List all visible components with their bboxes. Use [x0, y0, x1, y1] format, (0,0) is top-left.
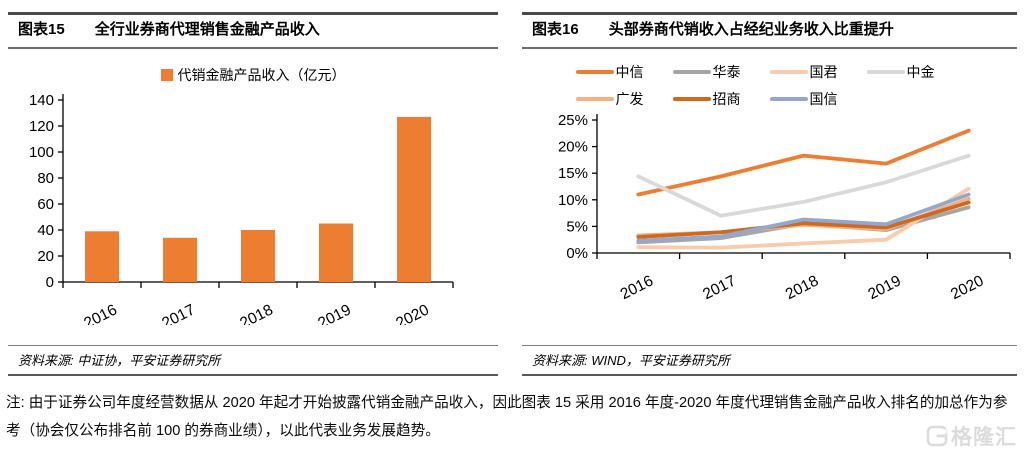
legend-item-广发: 广发: [575, 89, 673, 109]
legend-line-swatch-icon: [575, 96, 614, 101]
bar-legend-label: 代销金融产品收入（亿元）: [177, 66, 346, 83]
figure-15-title: 图表15 全行业券商代理销售金融产品收入: [8, 12, 498, 49]
figure-15-heading: 全行业券商代理销售金融产品收入: [94, 21, 320, 38]
figure-16-legend: 中信 华泰 国君 中金广发 招商 国信: [522, 62, 1017, 109]
figure-15-legend: 代销金融产品收入（亿元）: [8, 65, 498, 85]
x-category-label: 2016: [618, 272, 656, 303]
figure-16-title: 图表16 头部券商代销收入占经纪业务收入比重提升: [522, 12, 1017, 49]
legend-item-国信: 国信: [769, 89, 867, 109]
x-category-label: 2018: [783, 272, 821, 303]
y-tick-label: 10%: [558, 192, 588, 209]
y-tick-label: 100: [29, 144, 54, 161]
series-line-招商: [636, 200, 971, 239]
y-tick-label: 20: [37, 248, 54, 265]
figure-15-number: 图表15: [18, 21, 65, 38]
y-tick-label: 15%: [558, 165, 588, 182]
y-tick-label: 140: [29, 92, 54, 109]
figure-16-heading: 头部券商代销收入占经纪业务收入比重提升: [608, 21, 894, 38]
y-tick-label: 80: [37, 170, 54, 187]
legend-line-swatch-icon: [672, 96, 711, 101]
x-category-label: 2020: [948, 272, 987, 303]
bar-chart-svg: 0 20 40 60 80 100 120 140 2016 2017 2018 2019 2020: [29, 92, 454, 332]
x-category-label: 2019: [865, 272, 903, 303]
x-category-label: 2018: [237, 301, 275, 325]
series-line-中信: [636, 128, 971, 197]
legend-line-swatch-icon: [769, 96, 808, 101]
series-line-中金: [636, 153, 971, 218]
legend-item-招商: 招商: [672, 89, 770, 109]
legend-item-华泰: 华泰: [672, 62, 770, 82]
bar-legend-swatch-icon: [160, 68, 173, 81]
line-chart-svg: 0% 5% 10% 15% 20% 25% 2016 2017 2018 2019 2020: [558, 112, 1011, 303]
figure-16-panel: 图表16 头部券商代销收入占经纪业务收入比重提升 中信 华泰 国君 中金广发 招商 国信 0…: [522, 12, 1017, 376]
bar-2020: [397, 116, 431, 282]
legend-line-swatch-icon: [672, 69, 711, 74]
figure-15-source: 资料来源: 中证协，平安证券研究所: [8, 345, 498, 376]
legend-line-swatch-icon: [769, 69, 808, 74]
y-tick-label: 0: [46, 274, 54, 291]
x-category-label: 2017: [700, 272, 738, 303]
figures-row: 图表15 全行业券商代理销售金融产品收入 代销金融产品收入（亿元） 0 20 40 60…: [8, 12, 1017, 376]
footnote: 注: 由于证券公司年度经营数据从 2020 年起才开始披露代销金融产品收入，因此…: [6, 395, 1008, 440]
figure-16-number: 图表16: [532, 21, 579, 38]
y-tick-label: 25%: [558, 112, 588, 129]
gelonghui-logo-text: 格隆汇: [951, 426, 1017, 449]
legend-item-中信: 中信: [575, 62, 673, 82]
bar-chart: 0 20 40 60 80 100 120 140 2016 2017 2018 2019 2020: [8, 85, 498, 332]
series-line-国信: [636, 192, 971, 243]
gelonghui-watermark: 格隆汇: [926, 421, 1017, 451]
legend-item-label: 中信: [615, 63, 644, 80]
x-category-label: 2019: [315, 301, 353, 325]
y-tick-label: 40: [37, 222, 54, 239]
legend-item-label: 广发: [615, 90, 644, 107]
bar-2016: [85, 231, 119, 282]
y-tick-label: 20%: [558, 138, 588, 155]
legend-item-国君: 国君: [769, 62, 867, 82]
y-tick-label: 60: [37, 196, 54, 213]
bar-2018: [241, 229, 275, 282]
y-tick-label: 0%: [566, 245, 588, 262]
x-category-label: 2020: [393, 301, 432, 325]
figure-15-panel: 图表15 全行业券商代理销售金融产品收入 代销金融产品收入（亿元） 0 20 40 60…: [8, 12, 498, 376]
legend-item-label: 国君: [809, 63, 838, 80]
bar-2017: [163, 237, 197, 282]
legend-item-label: 国信: [809, 90, 838, 107]
legend-item-label: 中金: [906, 63, 935, 80]
x-category-label: 2017: [159, 301, 197, 325]
legend-line-swatch-icon: [866, 69, 905, 74]
series-line-国君: [636, 186, 971, 250]
x-category-label: 2016: [81, 301, 119, 325]
figure-16-source: 资料来源: WIND，平安证券研究所: [522, 345, 1017, 376]
y-tick-label: 5%: [566, 218, 588, 235]
legend-line-swatch-icon: [575, 69, 614, 74]
legend-item-label: 华泰: [712, 63, 741, 80]
line-chart: 0% 5% 10% 15% 20% 25% 2016 2017 2018 2019 2020: [522, 109, 1017, 339]
bar-2019: [319, 223, 353, 282]
gelonghui-logo-icon: [926, 425, 948, 447]
y-tick-label: 120: [29, 118, 54, 135]
legend-item-中金: 中金: [866, 62, 964, 82]
legend-item-label: 招商: [712, 90, 741, 107]
